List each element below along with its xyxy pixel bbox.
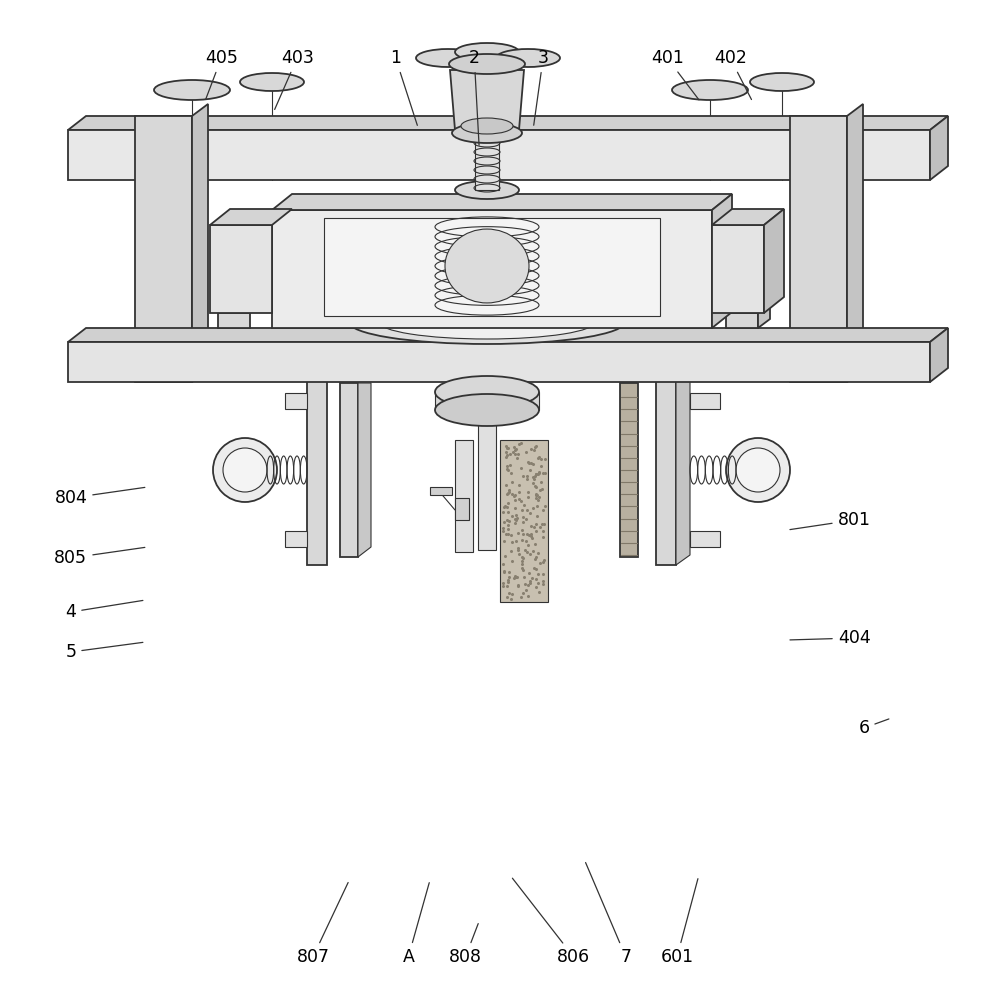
- Text: 2: 2: [468, 49, 480, 145]
- Ellipse shape: [449, 54, 525, 74]
- Text: 7: 7: [585, 863, 632, 966]
- Text: 6: 6: [858, 719, 889, 737]
- Ellipse shape: [672, 80, 748, 100]
- Polygon shape: [324, 218, 660, 316]
- Ellipse shape: [445, 229, 529, 303]
- Ellipse shape: [435, 394, 539, 426]
- Polygon shape: [358, 383, 371, 557]
- Bar: [620, 383, 638, 557]
- Polygon shape: [272, 210, 712, 328]
- Bar: [475, 135, 499, 190]
- Text: 401: 401: [650, 49, 699, 100]
- Text: A: A: [402, 883, 429, 966]
- Bar: [307, 375, 327, 565]
- Polygon shape: [68, 342, 930, 382]
- Polygon shape: [712, 209, 784, 225]
- Text: 402: 402: [713, 49, 752, 100]
- Text: 601: 601: [660, 879, 698, 966]
- Bar: [285, 393, 307, 409]
- Ellipse shape: [455, 181, 519, 199]
- Bar: [690, 531, 720, 547]
- Polygon shape: [847, 104, 863, 382]
- Polygon shape: [135, 370, 208, 382]
- Polygon shape: [758, 304, 770, 328]
- Polygon shape: [218, 313, 250, 328]
- Polygon shape: [68, 116, 948, 130]
- Ellipse shape: [379, 305, 595, 339]
- Bar: [285, 531, 307, 547]
- Ellipse shape: [213, 438, 277, 502]
- Bar: [479, 130, 495, 230]
- Polygon shape: [764, 209, 784, 313]
- Text: 807: 807: [296, 883, 348, 966]
- Polygon shape: [676, 375, 690, 565]
- Polygon shape: [135, 116, 192, 382]
- Polygon shape: [500, 440, 548, 602]
- Bar: [656, 375, 676, 565]
- Polygon shape: [930, 328, 948, 382]
- Ellipse shape: [496, 49, 560, 67]
- Ellipse shape: [240, 73, 304, 91]
- Text: 1: 1: [390, 49, 417, 125]
- Ellipse shape: [455, 43, 519, 61]
- Text: 404: 404: [790, 629, 871, 647]
- Ellipse shape: [154, 80, 230, 100]
- Text: 4: 4: [65, 600, 143, 621]
- Bar: [455, 498, 469, 520]
- Polygon shape: [712, 225, 764, 313]
- Ellipse shape: [349, 300, 625, 344]
- Polygon shape: [712, 194, 732, 328]
- Polygon shape: [210, 225, 272, 313]
- Polygon shape: [790, 370, 863, 382]
- Polygon shape: [377, 220, 597, 232]
- Bar: [455, 440, 473, 552]
- Polygon shape: [435, 392, 539, 410]
- Polygon shape: [210, 209, 292, 225]
- Ellipse shape: [435, 376, 539, 408]
- Polygon shape: [68, 328, 948, 342]
- Ellipse shape: [377, 214, 597, 250]
- Polygon shape: [450, 70, 524, 130]
- Bar: [340, 383, 358, 557]
- Ellipse shape: [416, 49, 480, 67]
- Ellipse shape: [750, 73, 814, 91]
- Text: 801: 801: [790, 511, 871, 530]
- Polygon shape: [192, 104, 208, 382]
- Text: 3: 3: [533, 49, 549, 125]
- Bar: [430, 487, 452, 495]
- Text: 405: 405: [205, 49, 238, 99]
- Text: 804: 804: [54, 487, 145, 507]
- Polygon shape: [790, 116, 847, 382]
- Bar: [690, 393, 720, 409]
- Text: 403: 403: [275, 49, 314, 109]
- Text: 5: 5: [65, 642, 143, 661]
- Polygon shape: [272, 194, 732, 210]
- Polygon shape: [930, 116, 948, 180]
- Ellipse shape: [736, 448, 780, 492]
- Polygon shape: [726, 313, 758, 328]
- Polygon shape: [68, 130, 930, 180]
- Ellipse shape: [726, 438, 790, 502]
- Ellipse shape: [461, 118, 513, 134]
- Text: 808: 808: [449, 924, 482, 966]
- Text: 805: 805: [54, 547, 145, 567]
- Text: 806: 806: [513, 878, 590, 966]
- Ellipse shape: [377, 202, 597, 238]
- Ellipse shape: [223, 448, 267, 492]
- Ellipse shape: [452, 123, 522, 143]
- Bar: [478, 410, 496, 550]
